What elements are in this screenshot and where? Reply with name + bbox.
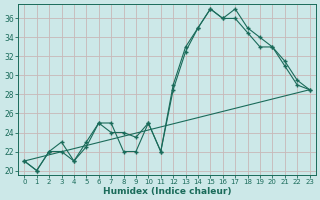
X-axis label: Humidex (Indice chaleur): Humidex (Indice chaleur) <box>103 187 231 196</box>
